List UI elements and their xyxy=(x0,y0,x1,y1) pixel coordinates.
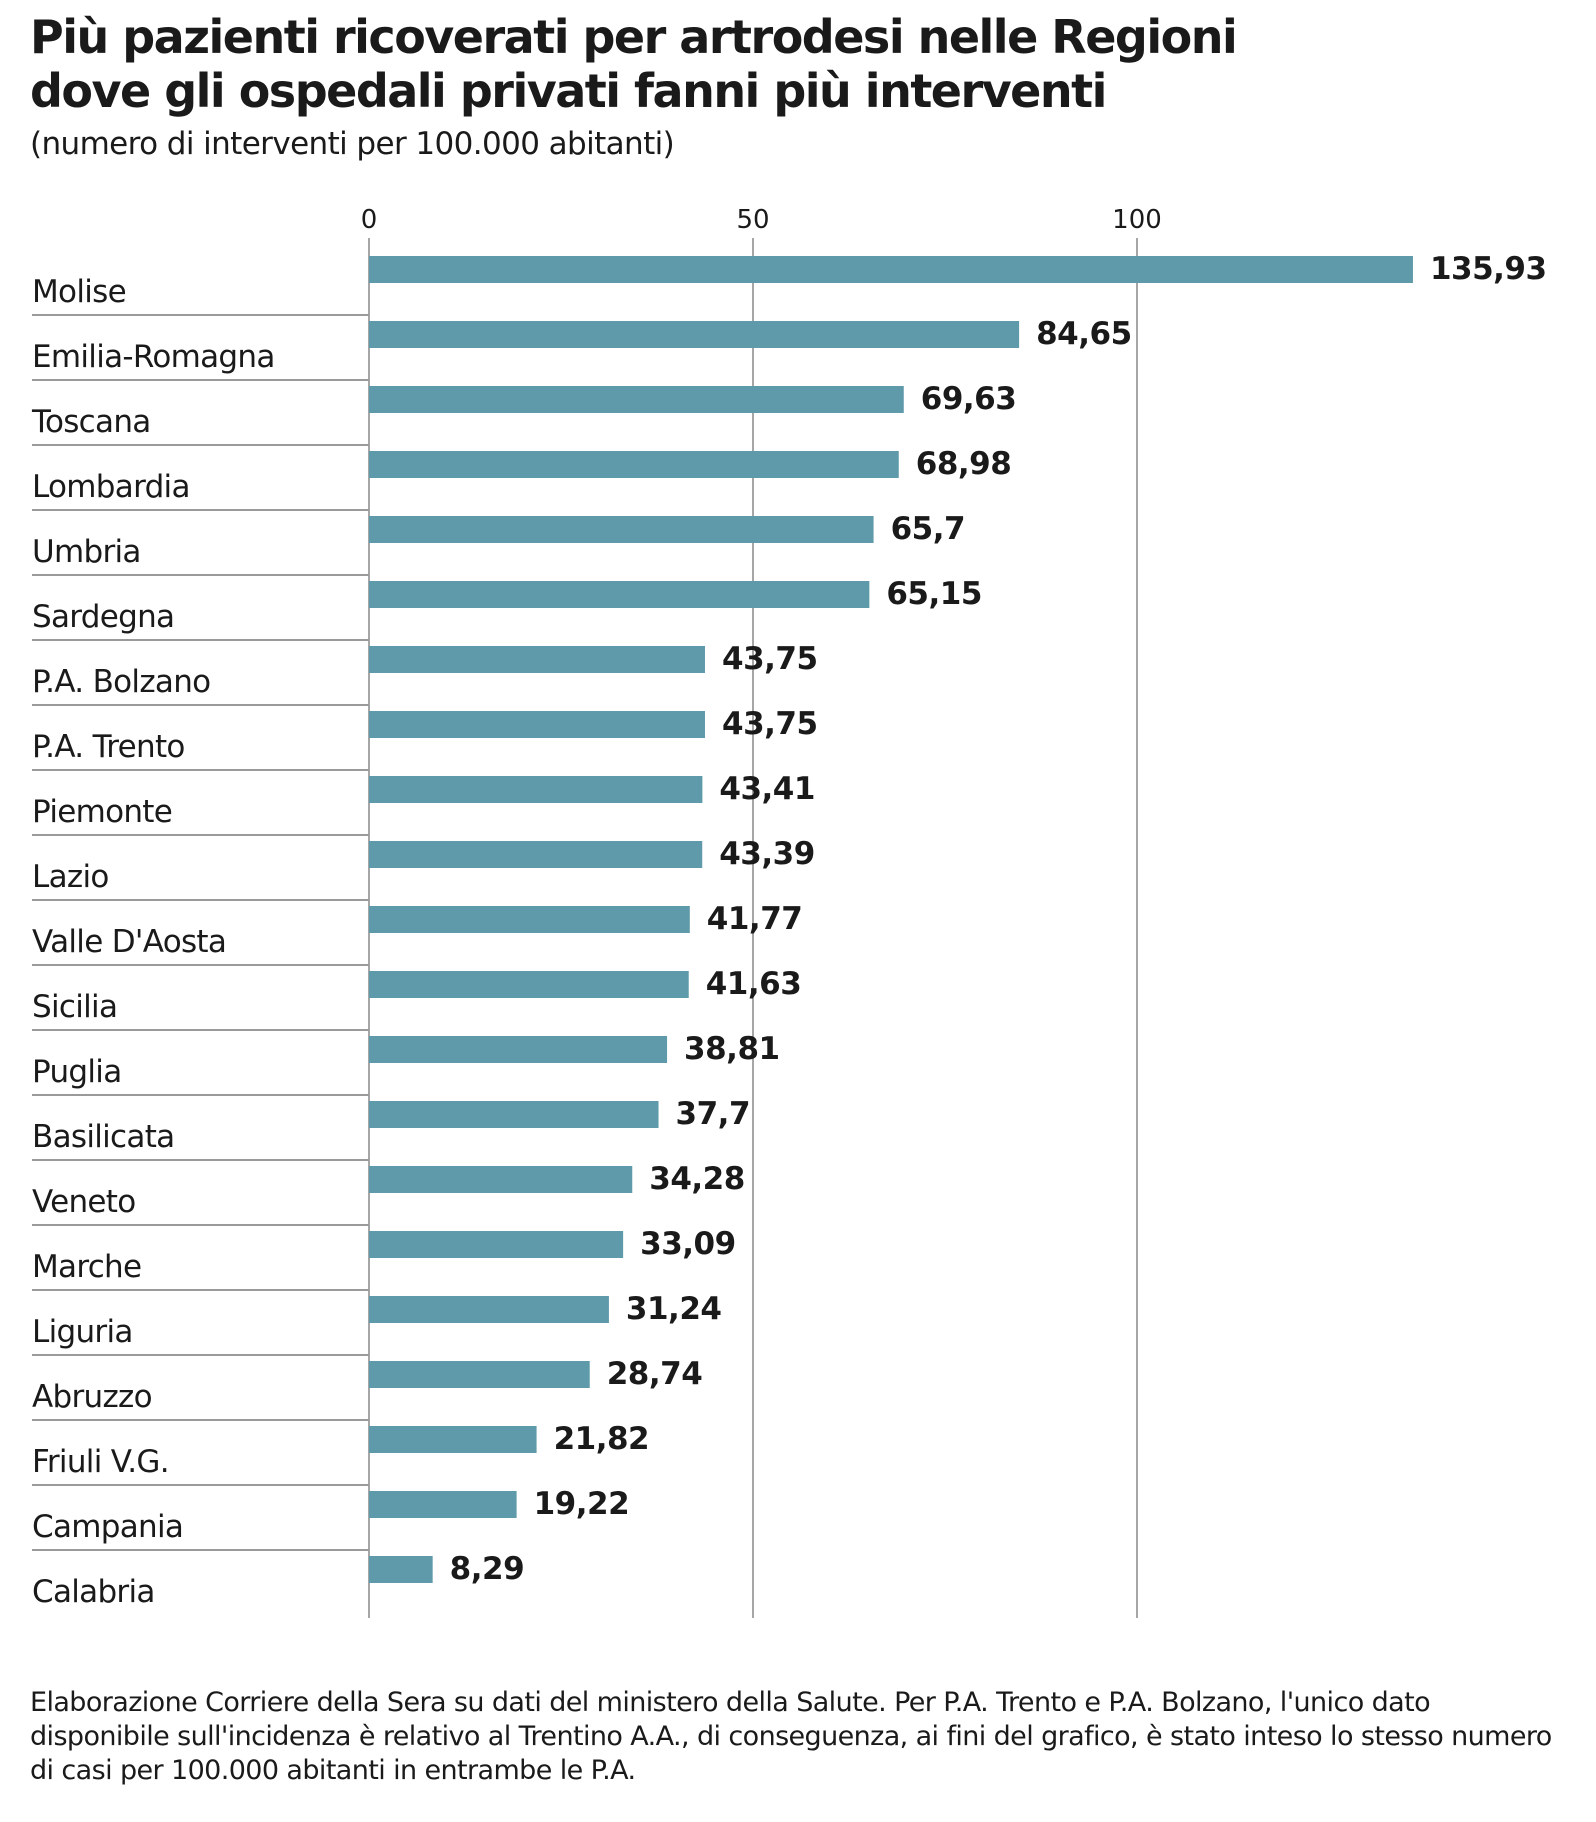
value-label: 43,39 xyxy=(719,836,815,872)
x-tick-label: 0 xyxy=(361,205,378,235)
category-label: Liguria xyxy=(32,1314,133,1350)
value-label: 21,82 xyxy=(554,1421,650,1457)
value-label: 84,65 xyxy=(1036,316,1132,352)
category-label: Friuli V.G. xyxy=(32,1444,169,1480)
category-label: Veneto xyxy=(32,1184,136,1220)
bar-6 xyxy=(369,646,705,673)
bar-16 xyxy=(369,1296,609,1323)
category-label: Sicilia xyxy=(32,989,117,1025)
category-label: P.A. Trento xyxy=(32,729,185,765)
value-label: 65,15 xyxy=(886,576,982,612)
value-label: 34,28 xyxy=(649,1161,745,1197)
chart-title: Più pazienti ricoverati per artrodesi ne… xyxy=(30,10,1570,118)
category-label: Lombardia xyxy=(32,469,190,505)
value-label: 8,29 xyxy=(450,1551,525,1587)
bar-chart: 0 50 100 135,93 Molise 84,65 Emilia-Romagna 69,… xyxy=(31,205,1547,1618)
bar-10 xyxy=(369,906,690,933)
value-label: 19,22 xyxy=(534,1486,630,1522)
bar-0 xyxy=(369,256,1413,283)
bar-12 xyxy=(369,1036,668,1063)
category-label: Puglia xyxy=(32,1054,122,1090)
category-label: Lazio xyxy=(32,859,109,895)
category-label: Toscana xyxy=(31,404,151,440)
category-label: Basilicata xyxy=(32,1119,174,1155)
category-label: Umbria xyxy=(32,534,141,570)
value-label: 43,41 xyxy=(719,771,815,807)
value-label: 69,63 xyxy=(921,381,1017,417)
category-label: Piemonte xyxy=(32,794,172,830)
value-label: 65,7 xyxy=(891,511,966,547)
bar-14 xyxy=(369,1166,633,1193)
bar-17 xyxy=(369,1361,590,1388)
category-label: Campania xyxy=(32,1509,183,1545)
bar-7 xyxy=(369,711,705,738)
category-label: Emilia-Romagna xyxy=(32,339,275,375)
chart-title-line-1: Più pazienti ricoverati per artrodesi ne… xyxy=(30,10,1238,64)
category-label: Sardegna xyxy=(32,599,174,635)
value-label: 41,63 xyxy=(706,966,802,1002)
bar-2 xyxy=(369,386,904,413)
bar-5 xyxy=(369,581,870,608)
value-label: 38,81 xyxy=(684,1031,780,1067)
bar-13 xyxy=(369,1101,659,1128)
bar-15 xyxy=(369,1231,624,1258)
x-tick-label: 100 xyxy=(1112,205,1162,235)
value-label: 31,24 xyxy=(626,1291,722,1327)
source-note: Elaborazione Corriere della Sera su dati… xyxy=(30,1687,1552,1786)
category-label: Marche xyxy=(32,1249,141,1285)
chart-title-line-2: dove gli ospedali privati fanni più inte… xyxy=(30,64,1107,118)
category-label: Abruzzo xyxy=(32,1379,152,1415)
value-label: 68,98 xyxy=(916,446,1012,482)
bar-9 xyxy=(369,841,703,868)
chart-subtitle: (numero di interventi per 100.000 abitan… xyxy=(30,126,675,162)
category-label: P.A. Bolzano xyxy=(32,664,210,700)
value-label: 33,09 xyxy=(640,1226,736,1262)
value-label: 28,74 xyxy=(607,1356,703,1392)
category-label: Valle D'Aosta xyxy=(32,924,226,960)
bar-1 xyxy=(369,321,1020,348)
bar-3 xyxy=(369,451,899,478)
bar-19 xyxy=(369,1491,517,1518)
bar-20 xyxy=(369,1556,433,1583)
x-tick-label: 50 xyxy=(736,205,769,235)
bar-18 xyxy=(369,1426,537,1453)
bar-11 xyxy=(369,971,689,998)
value-label: 43,75 xyxy=(722,706,818,742)
value-label: 43,75 xyxy=(722,641,818,677)
value-label: 37,7 xyxy=(676,1096,751,1132)
bar-4 xyxy=(369,516,874,543)
category-label: Molise xyxy=(32,274,126,310)
bar-8 xyxy=(369,776,703,803)
value-label: 41,77 xyxy=(707,901,803,937)
value-label: 135,93 xyxy=(1430,251,1547,287)
category-label: Calabria xyxy=(32,1574,155,1610)
